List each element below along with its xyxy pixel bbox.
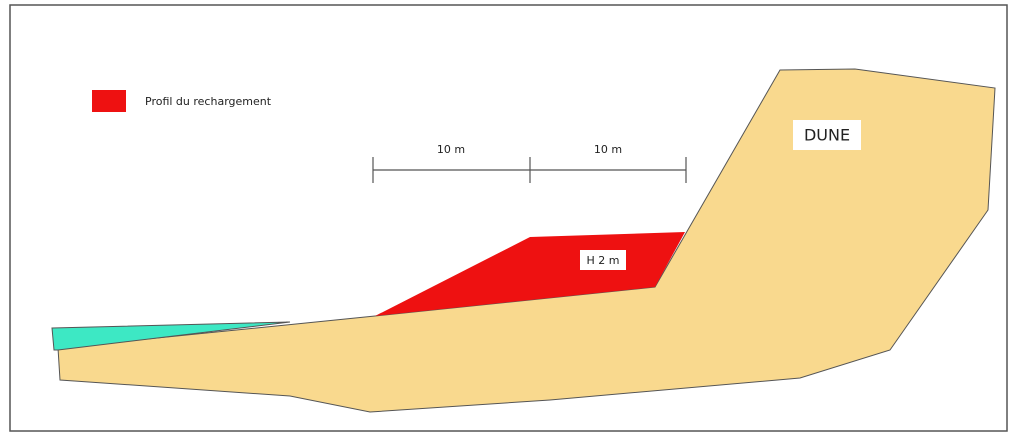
height-label-box — [580, 250, 626, 270]
scale-label: 10 m — [437, 143, 465, 156]
dune-label-box — [793, 120, 861, 150]
dune-label: DUNE — [804, 126, 850, 145]
scale-label: 10 m — [594, 143, 622, 156]
water — [51, 321, 291, 351]
scale-bar — [372, 157, 687, 183]
legend-label: Profil du rechargement — [145, 95, 272, 108]
sand-profile — [57, 68, 996, 413]
legend-swatch — [92, 90, 126, 112]
height-label: H 2 m — [587, 254, 620, 267]
